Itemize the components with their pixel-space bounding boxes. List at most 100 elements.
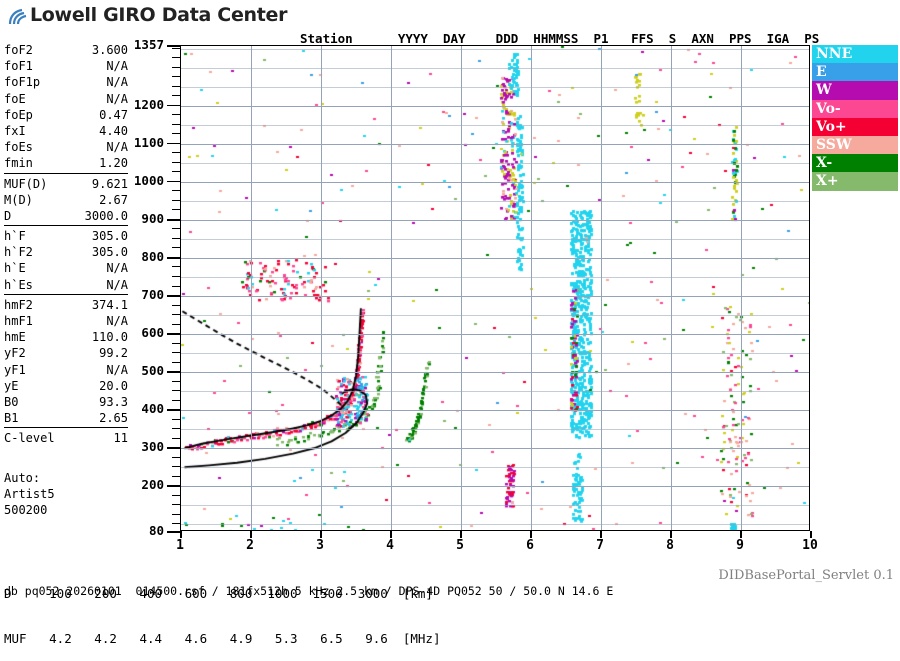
h-gridline-minor (181, 125, 809, 126)
param-key: hmF2 (4, 297, 33, 312)
legend-label: Vo- (816, 100, 841, 117)
param-row: foEs N/A (4, 139, 128, 155)
legend-item-vo[interactable]: Vo- (812, 99, 898, 118)
y-tick-major (167, 142, 180, 145)
param-row: yF1 N/A (4, 362, 128, 378)
y-tick-major (167, 531, 180, 533)
param-row: yE 20.0 (4, 378, 128, 394)
param-key: h`Es (4, 277, 33, 292)
y-tick (172, 504, 180, 506)
param-row: foEp 0.47 (4, 107, 128, 123)
param-group: hmF2 374.1 hmF1 N/A hmE 110.0 yF2 99.2 yF1 N/A yE 2… (4, 297, 128, 429)
param-key: MUF(D) (4, 176, 48, 191)
legend-label: Vo+ (816, 118, 847, 135)
x-tick (740, 531, 742, 538)
y-tick (172, 304, 180, 306)
legend-item-x[interactable]: X+ (812, 172, 898, 191)
legend-item-e[interactable]: E (812, 63, 898, 82)
param-value: 4.40 (99, 123, 128, 138)
x-axis-label: 1 (176, 538, 184, 553)
param-row: MUF(D) 9.621 (4, 176, 128, 192)
y-tick (172, 333, 180, 335)
y-tick (172, 57, 180, 59)
param-row: hmF2 374.1 (4, 297, 128, 313)
param-key: h`F (4, 229, 26, 244)
ionogram-canvas[interactable] (181, 46, 809, 530)
param-key: B0 (4, 394, 19, 409)
param-value: 110.0 (91, 330, 128, 345)
y-tick (172, 323, 180, 325)
h-gridline-minor (181, 239, 809, 240)
param-value: N/A (106, 277, 128, 292)
y-tick (172, 85, 180, 87)
param-key: C-level (4, 431, 55, 446)
y-tick-major (167, 45, 180, 47)
v-gridline (251, 46, 252, 530)
param-value: N/A (106, 362, 128, 377)
h-gridline (181, 334, 809, 335)
param-value: 305.0 (91, 245, 128, 260)
legend-label: NNE (816, 46, 853, 62)
param-value: N/A (106, 314, 128, 328)
param-key: D (4, 208, 12, 223)
y-tick (172, 371, 180, 373)
y-tick (172, 47, 180, 49)
legend-item-x[interactable]: X- (812, 154, 898, 173)
legend-label: SSW (816, 136, 852, 153)
y-tick (172, 247, 180, 249)
h-gridline-minor (181, 201, 809, 202)
param-value: 11 (113, 431, 128, 446)
h-gridline-minor (181, 524, 809, 525)
y-tick (172, 447, 180, 449)
distance-muf-scale: D 100 200 400 600 800 1000 1500 3000 [km… (4, 556, 441, 661)
y-tick (172, 523, 180, 525)
legend-label: E (816, 64, 827, 81)
y-tick (172, 390, 180, 392)
y-tick (172, 228, 180, 230)
x-axis-label: 2 (246, 538, 254, 553)
y-axis-label: 80 (148, 523, 164, 538)
h-gridline (181, 372, 809, 373)
y-tick (172, 285, 180, 287)
y-tick (172, 466, 180, 468)
param-value: 9.621 (91, 176, 128, 191)
y-tick (172, 123, 180, 125)
ionogram-plot-area[interactable] (180, 45, 810, 531)
y-tick (172, 209, 180, 211)
param-key: foF1 (4, 59, 33, 74)
legend-item-vo[interactable]: Vo+ (812, 117, 898, 136)
x-axis-label: 4 (386, 538, 394, 553)
param-value: 20.0 (99, 378, 128, 393)
h-gridline-minor (181, 505, 809, 506)
y-tick (172, 142, 180, 144)
legend-item-ssw[interactable]: SSW (812, 135, 898, 155)
h-gridline (181, 144, 809, 145)
y-tick-major (167, 447, 180, 449)
v-gridline (601, 46, 602, 530)
param-value: N/A (106, 140, 128, 155)
param-row: h`F2 305.0 (4, 244, 128, 260)
param-row: B0 93.3 (4, 394, 128, 410)
y-tick-major (167, 180, 180, 183)
h-gridline-minor (181, 87, 809, 88)
x-axis-label: 9 (736, 538, 744, 553)
y-tick-major (167, 295, 180, 297)
x-tick (810, 531, 812, 538)
x-tick (250, 531, 252, 538)
x-tick (460, 531, 462, 538)
v-gridline (531, 46, 532, 530)
h-gridline-minor (181, 315, 809, 316)
param-row: foF1 N/A (4, 58, 128, 74)
param-row: fmin 1.20 (4, 155, 128, 171)
h-gridline-minor (181, 391, 809, 392)
param-key: yF2 (4, 346, 26, 361)
param-key: M(D) (4, 192, 33, 207)
legend-item-nne[interactable]: NNE (812, 45, 898, 64)
y-tick (172, 237, 180, 239)
y-tick (172, 380, 180, 382)
y-tick (172, 76, 180, 78)
legend-item-w[interactable]: W (812, 81, 898, 100)
h-gridline (181, 296, 809, 297)
param-row: D 3000.0 (4, 208, 128, 224)
h-gridline (181, 410, 809, 411)
